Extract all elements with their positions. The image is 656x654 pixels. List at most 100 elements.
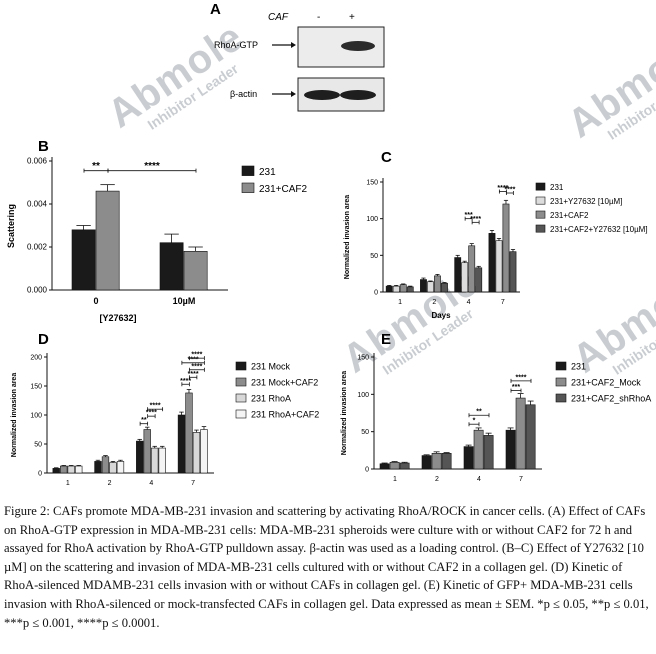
c-sig-stars: *** xyxy=(465,212,473,219)
e-legend-label: 231 xyxy=(571,362,586,372)
d-sig-stars: **** xyxy=(191,352,202,359)
b-bar xyxy=(71,229,96,291)
d-legend-swatch xyxy=(235,377,247,387)
e-y-tick-label: 150 xyxy=(357,355,369,362)
d-legend-label: 231 RhoA+CAF2 xyxy=(251,410,319,420)
blot-label-actin: β-actin xyxy=(230,89,257,99)
e-y-tick-label: 100 xyxy=(357,392,369,399)
e-y-axis-label: Normalized invasion area xyxy=(341,371,348,456)
d-sig-stars: ** xyxy=(141,417,147,424)
d-bar xyxy=(116,461,125,474)
d-bar xyxy=(177,414,186,474)
blot-arrowhead-actin xyxy=(291,91,296,97)
b-category-label: 0 xyxy=(93,296,98,306)
band-actin-plus xyxy=(340,90,376,100)
d-y-axis-label: Normalized invasion area xyxy=(11,373,18,458)
b-category-label: 10µM xyxy=(173,296,196,306)
d-bar xyxy=(200,429,208,474)
d-bar xyxy=(67,465,75,474)
e-bar xyxy=(505,429,516,470)
e-bar xyxy=(463,446,474,470)
d-bar xyxy=(151,447,159,474)
blot-label-rhoa-gtp: RhoA-GTP xyxy=(214,40,258,50)
d-category-label: 2 xyxy=(108,480,112,487)
band-rhoa-gtp-plus xyxy=(341,41,375,51)
b-y-tick-label: 0.000 xyxy=(27,286,48,295)
c-bar xyxy=(475,267,483,293)
d-bar xyxy=(52,468,60,474)
d-legend-label: 231 Mock+CAF2 xyxy=(251,378,318,388)
band-actin-minus xyxy=(304,90,340,100)
c-category-label: 2 xyxy=(432,299,436,306)
e-legend-swatch xyxy=(555,361,567,371)
b-y-axis-label: Scattering xyxy=(6,204,16,248)
d-legend-swatch xyxy=(235,393,247,403)
c-x-axis-label: Days xyxy=(431,311,451,320)
e-legend-label: 231+CAF2_shRhoA xyxy=(571,394,651,404)
c-y-tick-label: 0 xyxy=(374,290,378,297)
d-bar xyxy=(185,392,193,474)
d-y-tick-label: 0 xyxy=(38,471,42,478)
c-legend-swatch xyxy=(535,224,546,233)
c-bar xyxy=(392,285,400,293)
d-bar xyxy=(60,465,68,474)
c-bar xyxy=(461,262,469,293)
c-legend-swatch xyxy=(535,196,546,205)
d-sig-stars: **** xyxy=(150,403,161,410)
c-y-tick-label: 100 xyxy=(366,216,378,223)
c-category-label: 4 xyxy=(467,299,471,306)
b-sig-stars: ** xyxy=(92,161,100,172)
c-category-label: 1 xyxy=(398,299,402,306)
b-y-tick-label: 0.006 xyxy=(27,157,48,166)
c-bar xyxy=(502,203,510,293)
panel-b-label: B xyxy=(38,138,49,155)
e-bar xyxy=(379,463,390,470)
c-bar xyxy=(441,282,448,293)
c-legend-label: 231 xyxy=(550,183,564,192)
c-sig-stars: **** xyxy=(497,185,508,192)
c-bar xyxy=(406,286,414,293)
b-bar xyxy=(183,251,208,291)
c-bar xyxy=(488,233,496,293)
blot-arrowhead-rhoa xyxy=(291,42,296,48)
d-legend-label: 231 Mock xyxy=(251,362,291,372)
e-sig-stars: ** xyxy=(476,409,482,416)
c-bar xyxy=(385,285,393,293)
b-bar xyxy=(159,242,184,291)
c-bar xyxy=(399,284,407,293)
c-bar xyxy=(468,245,476,293)
c-category-label: 7 xyxy=(501,299,505,306)
e-category-label: 2 xyxy=(435,476,439,483)
b-y-tick-label: 0.004 xyxy=(27,200,48,209)
b-legend-label: 231+CAF2 xyxy=(259,184,308,195)
d-sig-stars: **** xyxy=(188,371,199,378)
d-y-tick-label: 50 xyxy=(34,442,42,449)
e-legend-label: 231+CAF2_Mock xyxy=(571,378,641,388)
d-bar xyxy=(143,429,151,474)
b-sig-stars: **** xyxy=(144,161,160,172)
c-legend-swatch xyxy=(535,182,546,191)
d-bar xyxy=(75,465,83,474)
d-y-tick-label: 150 xyxy=(30,384,42,391)
e-bar xyxy=(441,453,452,470)
e-category-label: 7 xyxy=(519,476,523,483)
b-legend-label: 231 xyxy=(259,167,276,178)
b-legend-swatch xyxy=(241,182,255,193)
c-legend-label: 231+CAF2+Y27632 [10µM] xyxy=(550,225,648,234)
e-bar xyxy=(421,455,432,470)
panel-c-label: C xyxy=(381,149,392,166)
c-bar xyxy=(434,275,441,293)
e-bar xyxy=(389,461,400,470)
panel-a-label: A xyxy=(210,1,221,18)
b-x-axis-label: [Y27632] xyxy=(99,313,136,323)
panel-a: A CAF - + RhoA-GTP β-actin xyxy=(210,1,385,112)
c-legend-label: 231+Y27632 [10µM] xyxy=(550,197,622,206)
e-sig-stars: * xyxy=(473,418,476,425)
c-sig-stars: **** xyxy=(470,216,481,223)
d-bar xyxy=(158,447,166,474)
c-y-axis-label: Normalized invasion area xyxy=(344,195,351,280)
lane-label-plus: + xyxy=(349,12,355,23)
c-y-tick-label: 50 xyxy=(370,253,378,260)
figure-canvas: A CAF - + RhoA-GTP β-actin B C D E 0.000… xyxy=(6,1,651,487)
e-legend-swatch xyxy=(555,377,567,387)
